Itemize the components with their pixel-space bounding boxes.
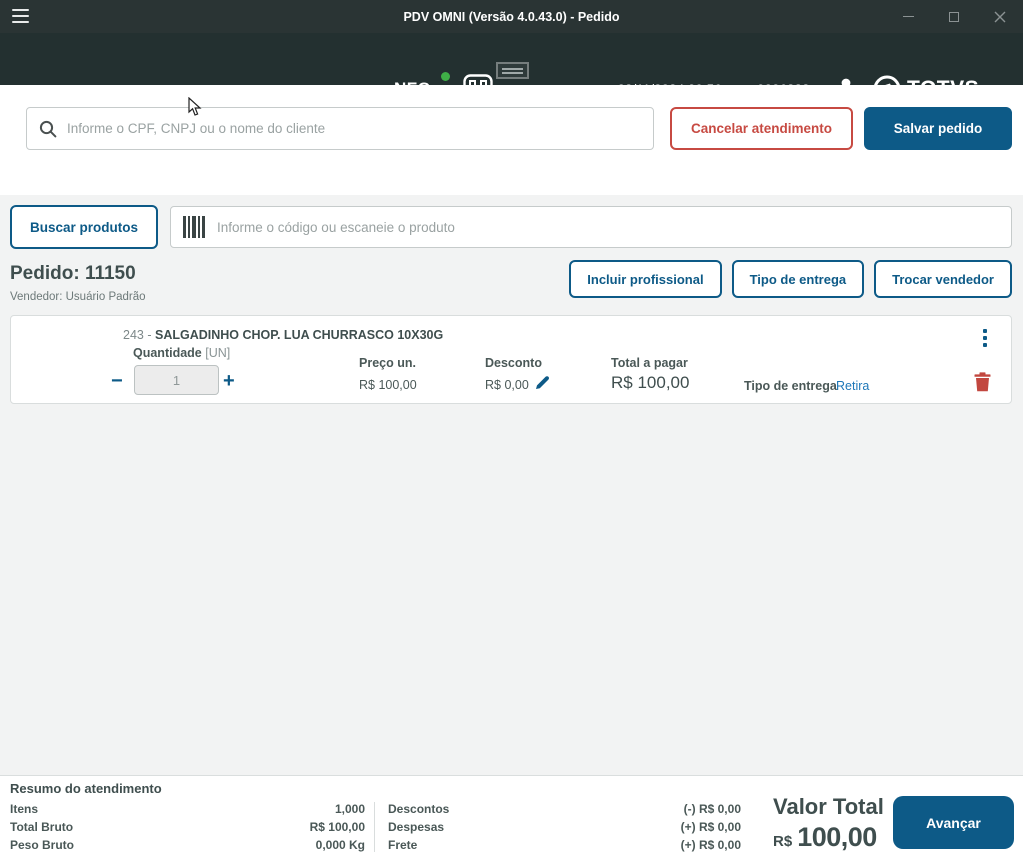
advance-button[interactable]: Avançar xyxy=(893,796,1014,849)
item-total-value: R$ 100,00 xyxy=(611,373,690,392)
delivery-type-button[interactable]: Tipo de entrega xyxy=(731,260,865,298)
delete-item-icon[interactable] xyxy=(974,372,991,392)
minimize-icon[interactable] xyxy=(885,0,931,33)
grand-total: Valor Total R$ 100,00 xyxy=(773,794,884,853)
barcode-icon xyxy=(183,216,205,238)
order-content: Buscar produtos Pedido: 11150 Vendedor: … xyxy=(0,195,1023,775)
summary-row-frete: Frete (+) R$ 0,00 xyxy=(388,836,741,854)
summary-descontos-label: Descontos xyxy=(388,802,450,816)
client-section: Cancelar atendimento Salvar pedido xyxy=(0,85,1023,195)
summary-left-column: Itens 1,000 Total Bruto R$ 100,00 Peso B… xyxy=(10,800,365,854)
summary-row-descontos: Descontos (-) R$ 0,00 xyxy=(388,800,741,818)
item-delivery-link[interactable]: Retira xyxy=(836,379,870,393)
item-menu-icon[interactable] xyxy=(981,327,989,349)
quantity-unit: [UN] xyxy=(205,346,231,360)
order-item-row: 243 - SALGADINHO CHOP. LUA CHURRASCO 10X… xyxy=(10,315,1012,404)
order-actions: Incluir profissional Tipo de entrega Tro… xyxy=(569,260,1012,298)
summary-itens-value: 1,000 xyxy=(334,802,365,816)
item-name: SALGADINHO CHOP. LUA CHURRASCO 10X30G xyxy=(154,328,444,342)
summary-right-column: Descontos (-) R$ 0,00 Despesas (+) R$ 0,… xyxy=(388,800,741,854)
titlebar: PDV OMNI (Versão 4.0.43.0) - Pedido xyxy=(0,0,1023,33)
summary-frete-label: Frete xyxy=(388,838,418,852)
window-controls xyxy=(885,0,1023,33)
quantity-label: Quantidade [UN] xyxy=(133,346,230,360)
summary-divider xyxy=(374,802,375,852)
summary-frete-value: (+) R$ 0,00 xyxy=(680,838,741,852)
maximize-icon[interactable] xyxy=(931,0,977,33)
discount-label: Desconto xyxy=(485,356,542,370)
nfce-online-dot-icon xyxy=(440,72,450,81)
grand-total-currency: R$ xyxy=(773,833,793,850)
summary-row-peso-bruto: Peso Bruto 0,000 Kg xyxy=(10,836,365,854)
summary-peso-bruto-label: Peso Bruto xyxy=(10,838,75,852)
quantity-increase-button[interactable]: + xyxy=(223,370,235,392)
product-scan-box xyxy=(170,206,1012,248)
grand-total-label: Valor Total xyxy=(773,794,884,819)
item-delivery-label: Tipo de entrega xyxy=(744,379,837,393)
summary-despesas-label: Despesas xyxy=(388,820,445,834)
client-search-input[interactable] xyxy=(67,121,641,136)
summary-row-itens: Itens 1,000 xyxy=(10,800,365,818)
discount-value: R$ 0,00 xyxy=(485,378,529,392)
close-icon[interactable] xyxy=(977,0,1023,33)
item-total-label: Total a pagar xyxy=(611,356,688,370)
order-number-title: Pedido: 11150 xyxy=(10,263,136,284)
add-professional-button[interactable]: Incluir profissional xyxy=(569,260,722,298)
search-icon xyxy=(39,120,57,137)
summary-total-bruto-value: R$ 100,00 xyxy=(309,820,365,834)
quantity-decrease-button[interactable]: − xyxy=(111,370,123,392)
quantity-input[interactable] xyxy=(134,365,219,395)
unit-price-value: R$ 100,00 xyxy=(359,378,417,392)
save-order-button[interactable]: Salvar pedido xyxy=(864,107,1012,150)
summary-title: Resumo do atendimento xyxy=(10,781,162,796)
summary-row-despesas: Despesas (+) R$ 0,00 xyxy=(388,818,741,836)
cancel-service-button[interactable]: Cancelar atendimento xyxy=(670,107,853,150)
edit-discount-icon[interactable] xyxy=(534,374,551,391)
unit-price-label: Preço un. xyxy=(359,356,416,370)
product-scan-input[interactable] xyxy=(217,219,999,235)
summary-despesas-value: (+) R$ 0,00 xyxy=(680,820,741,834)
item-title: 243 - SALGADINHO CHOP. LUA CHURRASCO 10X… xyxy=(123,328,443,342)
change-seller-button[interactable]: Trocar vendedor xyxy=(874,260,1012,298)
item-code: 243 - xyxy=(123,328,152,342)
summary-descontos-value: (-) R$ 0,00 xyxy=(683,802,741,816)
summary-footer: Resumo do atendimento Itens 1,000 Total … xyxy=(0,775,1023,859)
quantity-label-text: Quantidade xyxy=(133,346,202,360)
hamburger-menu-icon[interactable] xyxy=(12,9,29,23)
window-title: PDV OMNI (Versão 4.0.43.0) - Pedido xyxy=(403,9,620,24)
topbar: NFC-e sex. 08/11/2024 09:56 9006882 xyxy=(0,33,1023,104)
order-seller-label: Vendedor: Usuário Padrão xyxy=(10,291,146,303)
card-reader-icon xyxy=(496,62,529,79)
summary-itens-label: Itens xyxy=(10,802,39,816)
mouse-cursor xyxy=(188,97,202,116)
summary-peso-bruto-value: 0,000 Kg xyxy=(315,838,365,852)
summary-total-bruto-label: Total Bruto xyxy=(10,820,74,834)
client-search-box xyxy=(26,107,654,150)
summary-row-total-bruto: Total Bruto R$ 100,00 xyxy=(10,818,365,836)
search-products-button[interactable]: Buscar produtos xyxy=(10,205,158,249)
grand-total-value: 100,00 xyxy=(797,822,877,852)
